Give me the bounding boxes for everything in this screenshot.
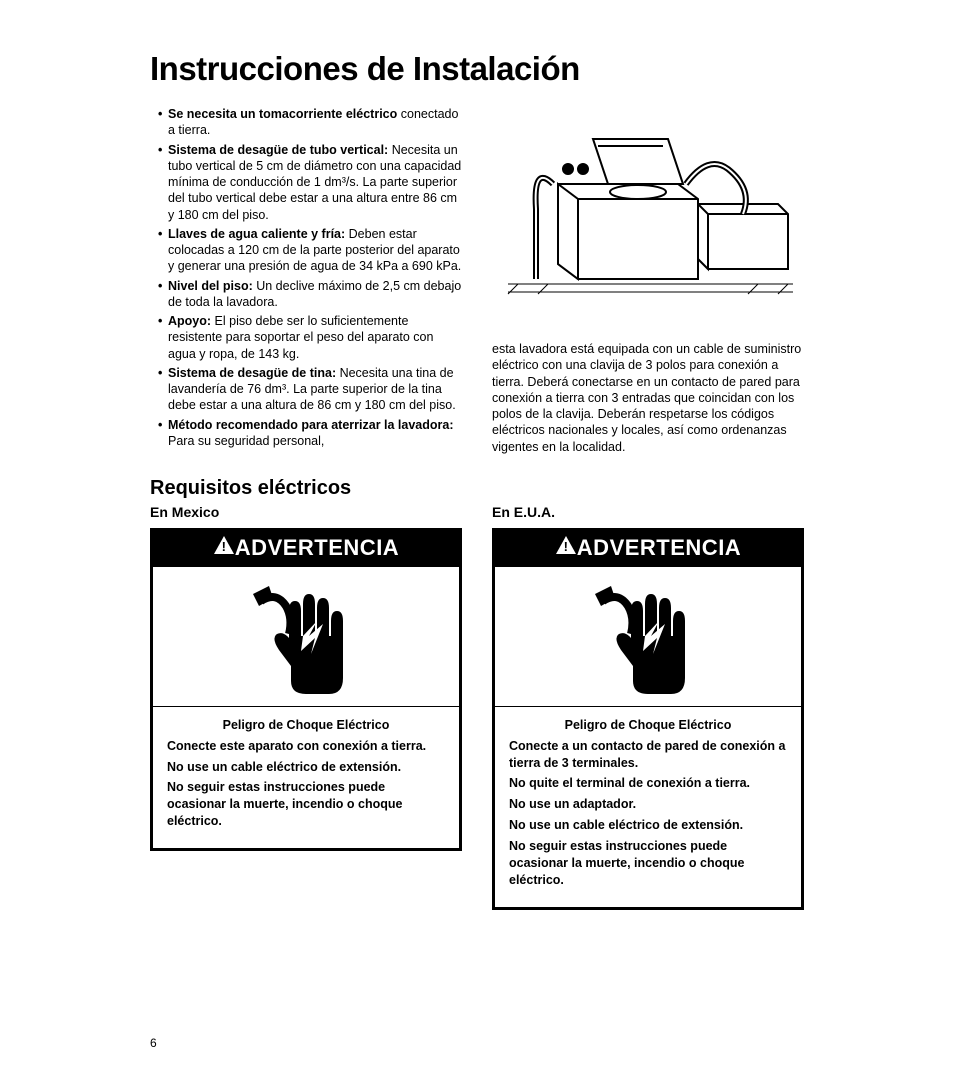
- warning-triangle-icon: !: [213, 535, 235, 555]
- svg-text:!: !: [563, 539, 568, 554]
- left-column: Se necesita un tomacorriente eléctrico c…: [150, 106, 462, 455]
- bullet-bold: Sistema de desagüe de tubo vertical:: [168, 143, 388, 157]
- warning-triangle-icon: !: [555, 535, 577, 555]
- subtitle-usa: En E.U.A.: [492, 504, 804, 520]
- page-number: 6: [150, 1036, 157, 1050]
- washer-diagram-icon: [498, 114, 798, 324]
- list-item: Llaves de agua caliente y fría: Deben es…: [158, 226, 462, 275]
- page-title: Instrucciones de Instalación: [150, 50, 804, 88]
- list-item: Sistema de desagüe de tina: Necesita una…: [158, 365, 462, 414]
- warning-header: ! ADVERTENCIA: [495, 531, 801, 567]
- right-paragraph: esta lavadora está equipada con un cable…: [492, 341, 804, 455]
- warning-line: Conecte a un contacto de pared de conexi…: [509, 738, 787, 772]
- warning-subtitle: Peligro de Choque Eléctrico: [167, 717, 445, 734]
- warning-label: ADVERTENCIA: [235, 535, 399, 560]
- content-columns: Se necesita un tomacorriente eléctrico c…: [150, 106, 804, 455]
- list-item: Sistema de desagüe de tubo vertical: Nec…: [158, 142, 462, 223]
- svg-text:!: !: [221, 539, 226, 554]
- list-item: Se necesita un tomacorriente eléctrico c…: [158, 106, 462, 139]
- electric-shock-hand-icon: [251, 576, 361, 696]
- shock-icon-area: [495, 567, 801, 707]
- requirements-list: Se necesita un tomacorriente eléctrico c…: [150, 106, 462, 449]
- warning-column-usa: En E.U.A. ! ADVERTENCIA Peligro de Choque…: [492, 504, 804, 910]
- warning-line: No seguir estas instrucciones puede ocas…: [167, 779, 445, 830]
- bullet-bold: Apoyo:: [168, 314, 211, 328]
- warning-label: ADVERTENCIA: [577, 535, 741, 560]
- warning-line: No use un adaptador.: [509, 796, 787, 813]
- warning-line: No quite el terminal de conexión a tierr…: [509, 775, 787, 792]
- warning-box-usa: ! ADVERTENCIA Peligro de Choque Eléctrico…: [492, 528, 804, 910]
- warning-line: No seguir estas instrucciones puede ocas…: [509, 838, 787, 889]
- list-item: Método recomendado para aterrizar la lav…: [158, 417, 462, 450]
- warning-line: Conecte este aparato con conexión a tier…: [167, 738, 445, 755]
- installation-diagram: [492, 106, 804, 331]
- electric-shock-hand-icon: [593, 576, 703, 696]
- list-item: Apoyo: El piso debe ser lo suficientemen…: [158, 313, 462, 362]
- bullet-bold: Se necesita un tomacorriente eléctrico: [168, 107, 397, 121]
- bullet-bold: Nivel del piso:: [168, 279, 253, 293]
- electrical-requirements-title: Requisitos eléctricos: [150, 477, 804, 500]
- warning-text-mexico: Peligro de Choque Eléctrico Conecte este…: [153, 707, 459, 848]
- warning-box-mexico: !ADVERTENCIA Peligro de Choque El: [150, 528, 462, 851]
- bullet-bold: Llaves de agua caliente y fría:: [168, 227, 345, 241]
- bullet-bold: Sistema de desagüe de tina:: [168, 366, 336, 380]
- warning-line: No use un cable eléctrico de extensión.: [167, 759, 445, 776]
- warning-header: ! ADVERTENCIA: [153, 531, 459, 567]
- right-column: esta lavadora está equipada con un cable…: [492, 106, 804, 455]
- warning-subtitle: Peligro de Choque Eléctrico: [509, 717, 787, 734]
- list-item: Nivel del piso: Un declive máximo de 2,5…: [158, 278, 462, 311]
- subtitle-mexico: En Mexico: [150, 504, 462, 520]
- bullet-text: Para su seguridad personal,: [168, 434, 324, 448]
- warning-row: En Mexico ! ADVERTENCIA: [150, 504, 804, 910]
- warning-text-usa: Peligro de Choque Eléctrico Conecte a un…: [495, 707, 801, 907]
- warning-column-mexico: En Mexico ! ADVERTENCIA: [150, 504, 462, 910]
- shock-icon-area: [153, 567, 459, 707]
- warning-line: No use un cable eléctrico de extensión.: [509, 817, 787, 834]
- bullet-bold: Método recomendado para aterrizar la lav…: [168, 418, 454, 432]
